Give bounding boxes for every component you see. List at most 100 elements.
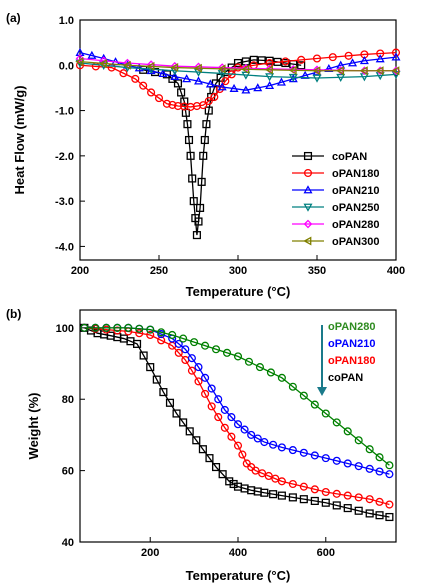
data-point-coPAN [249, 55, 258, 64]
data-point-oPAN300 [217, 64, 226, 74]
data-point-oPAN210 [375, 54, 385, 63]
data-point-coPAN [332, 501, 341, 510]
data-point-oPAN280 [168, 330, 177, 340]
data-point-coPAN [185, 427, 194, 436]
x-tick-label: 400 [229, 547, 247, 559]
data-point-oPAN180 [174, 348, 183, 357]
series-oPAN280 [80, 323, 394, 470]
data-point-oPAN180 [113, 326, 122, 335]
legend-marker [303, 168, 313, 178]
legend-item-oPAN280: oPAN280 [292, 219, 379, 231]
data-point-coPAN [288, 493, 297, 502]
data-point-coPAN [192, 231, 201, 240]
data-point-oPAN300 [264, 65, 273, 75]
data-point-oPAN180 [146, 330, 155, 340]
legend-label: oPAN210 [332, 185, 379, 197]
data-point-oPAN180 [391, 48, 401, 57]
series-oPAN300 [75, 57, 400, 76]
data-point-coPAN [180, 97, 189, 106]
series-line-oPAN300 [79, 61, 396, 72]
data-point-oPAN210 [158, 68, 168, 78]
data-point-oPAN210 [288, 446, 297, 455]
series-oPAN180 [80, 323, 394, 509]
data-point-oPAN210 [247, 430, 256, 439]
data-point-coPAN [202, 120, 211, 129]
data-point-oPAN210 [359, 56, 369, 65]
data-point-oPAN180 [210, 92, 219, 102]
data-point-coPAN [173, 79, 183, 88]
y-tick-label: 60 [62, 466, 74, 478]
data-point-coPAN [152, 375, 161, 384]
panel-b-series [80, 323, 394, 522]
data-point-oPAN180 [215, 85, 224, 94]
series-line-oPAN180 [84, 327, 390, 506]
data-point-coPAN [354, 506, 363, 515]
data-point-coPAN [218, 470, 227, 479]
data-point-coPAN [186, 151, 195, 160]
data-point-oPAN300 [335, 66, 345, 76]
data-point-coPAN [299, 495, 308, 504]
data-point-oPAN280 [91, 323, 100, 332]
panel-b-x-axis-title: Temperature (°C) [186, 568, 291, 583]
data-point-coPAN [198, 445, 207, 454]
data-point-coPAN [375, 511, 384, 520]
data-point-oPAN280 [288, 382, 297, 391]
data-point-oPAN280 [321, 409, 330, 418]
y-tick-label: 80 [62, 394, 74, 406]
data-point-oPAN180 [312, 54, 322, 63]
data-point-oPAN180 [344, 51, 353, 60]
data-point-oPAN280 [146, 325, 155, 334]
legend-label: oPAN280 [332, 219, 379, 231]
data-point-oPAN210 [229, 83, 239, 92]
legend-item-oPAN180: oPAN180 [292, 168, 379, 180]
panel-a-y-ticks: 1.0 0.0 -1.0 -2.0 -3.0 -4.0 [55, 15, 85, 253]
panel-b-label: (b) [6, 307, 21, 321]
data-point-coPAN [159, 388, 168, 397]
data-point-coPAN [269, 490, 278, 499]
data-point-oPAN180 [154, 94, 164, 103]
data-point-coPAN [205, 454, 214, 463]
data-point-coPAN [260, 488, 269, 497]
data-point-oPAN180 [310, 485, 319, 494]
data-point-oPAN180 [220, 423, 229, 432]
data-point-oPAN210 [375, 467, 384, 476]
data-point-oPAN300 [170, 63, 179, 73]
data-point-oPAN280 [266, 368, 275, 377]
data-point-oPAN210 [321, 454, 330, 463]
x-tick-label: 300 [229, 265, 247, 277]
data-point-oPAN210 [310, 451, 319, 460]
data-point-oPAN300 [288, 65, 297, 75]
data-point-oPAN210 [181, 345, 190, 354]
series-line-oPAN250 [79, 62, 397, 79]
data-point-oPAN210 [277, 443, 286, 452]
data-point-oPAN210 [240, 425, 249, 434]
data-point-oPAN210 [233, 420, 243, 429]
data-point-oPAN300 [98, 58, 108, 68]
data-point-oPAN180 [162, 99, 171, 108]
data-point-oPAN280 [179, 334, 188, 343]
data-point-oPAN210 [194, 363, 203, 372]
data-point-oPAN180 [214, 413, 223, 422]
legend-item-coPAN: coPAN [292, 151, 367, 163]
legend-item-oPAN250: oPAN250 [292, 202, 379, 214]
data-point-oPAN300 [312, 66, 321, 76]
data-point-oPAN280 [212, 345, 221, 354]
legend-marker [303, 151, 313, 161]
data-point-oPAN250 [265, 73, 275, 82]
data-point-oPAN180 [271, 474, 280, 483]
data-point-oPAN180 [277, 477, 286, 486]
panel-b-y-axis-title: Weight (%) [26, 393, 41, 460]
legend-arrow-head [317, 387, 327, 396]
data-point-coPAN [321, 498, 330, 507]
data-point-oPAN210 [348, 58, 358, 67]
data-point-oPAN280 [113, 323, 122, 332]
data-point-coPAN [343, 504, 352, 513]
data-point-coPAN [233, 58, 243, 68]
data-point-coPAN [365, 509, 374, 518]
data-point-oPAN210 [332, 456, 341, 465]
data-point-coPAN [165, 398, 175, 407]
data-point-oPAN180 [187, 366, 196, 375]
data-point-oPAN180 [147, 88, 156, 97]
series-oPAN180 [75, 48, 401, 111]
